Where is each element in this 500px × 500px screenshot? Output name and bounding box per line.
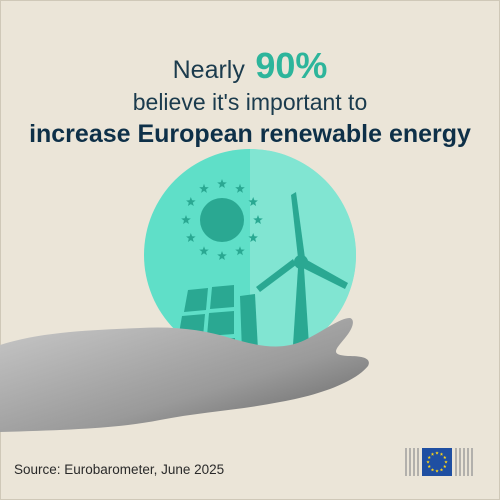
star (430, 452, 435, 456)
star (235, 246, 245, 256)
star (235, 183, 245, 193)
star (253, 215, 263, 224)
star (444, 460, 448, 464)
star (439, 468, 444, 472)
star (443, 455, 447, 459)
star (427, 464, 431, 468)
illustration (144, 149, 356, 362)
sun (200, 198, 244, 242)
eu-logo (405, 448, 473, 476)
hand (0, 318, 369, 432)
source: Source: Eurobarometer, June 2025 (14, 462, 224, 477)
headline-line2: believe it's important to (133, 89, 368, 115)
star (430, 468, 435, 472)
star (443, 464, 447, 468)
headline-lead: Nearly (173, 56, 246, 84)
star (435, 469, 439, 473)
star (186, 233, 196, 242)
star (426, 460, 430, 464)
headline-line1: Nearly 90% (173, 45, 328, 86)
star (217, 179, 227, 188)
star (199, 246, 209, 256)
star (248, 233, 258, 242)
star (435, 451, 439, 455)
star (181, 215, 191, 224)
star (427, 455, 431, 459)
star (217, 251, 227, 260)
star (439, 452, 444, 456)
headline-line3: increase European renewable energy (29, 120, 471, 148)
headline-figure: 90% (255, 45, 327, 86)
star (199, 183, 209, 193)
star (186, 197, 196, 206)
stars (181, 179, 263, 260)
star (248, 197, 258, 206)
wind-turbine (256, 192, 348, 345)
